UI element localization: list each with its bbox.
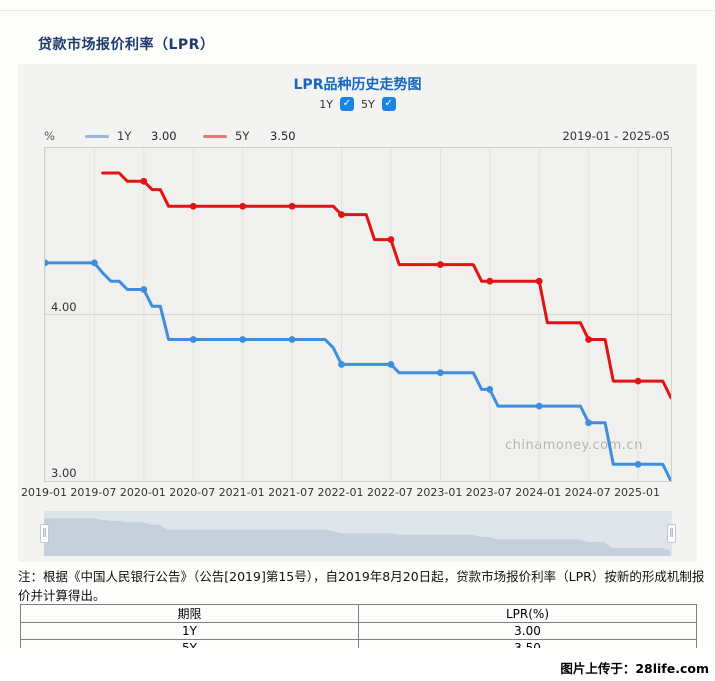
navigator-left-handle[interactable]: ‖: [40, 524, 49, 543]
x-tick-label: 2022-07: [366, 486, 413, 499]
x-axis: 2019-01 2019-07 2020-01 2020-07 2021-01 2021-…: [21, 486, 672, 500]
x-tick-label: 2025-01: [614, 486, 661, 499]
table-header-term: 期限: [20, 604, 359, 623]
legend-1y-line-swatch: [85, 135, 109, 138]
checkbox-5y-label: 5Y: [361, 97, 375, 111]
table-row: 1Y 3.00: [20, 622, 697, 640]
x-tick-label: 2019-07: [70, 486, 117, 499]
chart-legend: % 1Y 3.00 5Y 3.50 2019-01 - 2025-05: [44, 128, 672, 144]
y-axis-unit: %: [44, 129, 55, 143]
footer-strip: 图片上传于：28life.com: [0, 648, 715, 681]
legend-1y-name: 1Y: [117, 129, 132, 143]
footnote: 注：根据《中国人民银行公告》（公告[2019]第15号），自2019年8月20日…: [18, 569, 705, 604]
x-tick-label: 2024-01: [515, 486, 562, 499]
legend-5y-name: 5Y: [235, 129, 250, 143]
page-title: 贷款市场报价利率（LPR）: [38, 37, 215, 53]
table-cell-value: 3.00: [358, 622, 697, 640]
range-navigator[interactable]: ‖ ‖: [40, 511, 676, 556]
x-tick-label: 2019-01: [21, 486, 67, 499]
series-toggle-row: 1Y ✓ 5Y ✓: [18, 97, 697, 111]
y-axis-label: 3.00: [51, 466, 77, 480]
legend-5y-value: 3.50: [270, 129, 296, 143]
x-tick-label: 2020-07: [169, 486, 216, 499]
date-range-label: 2019-01 - 2025-05: [562, 129, 670, 143]
x-tick-label: 2021-07: [268, 486, 315, 499]
x-tick-label: 2020-01: [119, 486, 166, 499]
table-cell-term: 1Y: [20, 622, 359, 640]
table-header-row: 期限 LPR(%): [20, 604, 697, 623]
legend-5y-line-swatch: [203, 135, 227, 138]
checkbox-1y-label: 1Y: [319, 97, 333, 111]
table-header-lpr: LPR(%): [358, 604, 697, 623]
checkbox-5y[interactable]: ✓: [381, 97, 396, 111]
y-axis-label: 4.00: [51, 299, 77, 314]
image-credit: 图片上传于：28life.com: [560, 661, 709, 676]
check-icon: ✓: [342, 98, 352, 109]
check-icon: ✓: [384, 98, 393, 109]
x-tick-label: 2021-01: [218, 486, 265, 499]
chart-panel: LPR品种历史走势图 1Y ✓ 5Y ✓ % 1Y 3.00 5Y 3.50 2…: [18, 64, 697, 562]
checkbox-1y[interactable]: ✓: [340, 97, 354, 111]
legend-1y-value: 3.00: [151, 129, 177, 143]
chart-plot-area[interactable]: chinamoney.com.cn 4.00 3.00: [44, 147, 672, 482]
top-divider: [0, 10, 715, 11]
x-tick-label: 2022-01: [317, 486, 364, 499]
x-tick-label: 2023-01: [416, 486, 463, 499]
x-tick-label: 2024-07: [564, 486, 611, 499]
navigator-right-handle[interactable]: ‖: [667, 524, 676, 543]
x-tick-label: 2023-07: [465, 486, 512, 499]
chart-title: LPR品种历史走势图: [293, 77, 422, 93]
